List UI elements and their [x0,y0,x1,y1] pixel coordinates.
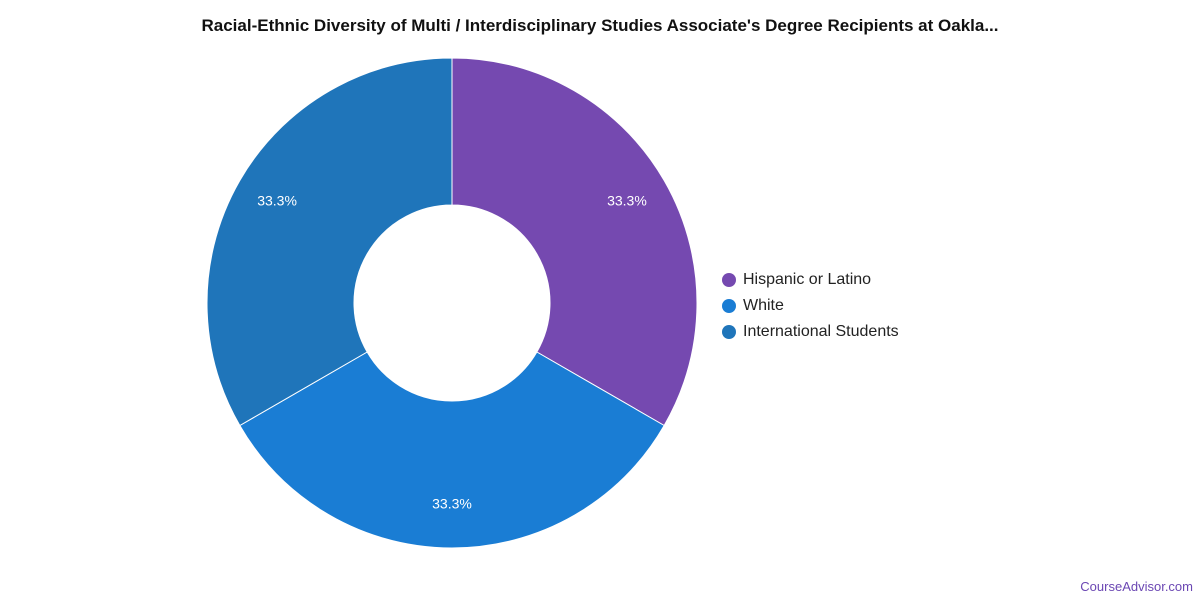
legend-label-1: White [743,297,784,314]
legend-item-2: International Students [722,319,899,345]
donut-slice-0 [451,57,698,427]
slice-value-label-1: 33.3% [432,496,472,512]
chart-title: Racial-Ethnic Diversity of Multi / Inter… [201,16,999,35]
legend-label-2: International Students [743,323,899,340]
donut-slice-2 [206,57,453,427]
donut-slice-1 [239,351,665,549]
legend-item-1: White [722,293,899,319]
legend-swatch-2 [722,325,736,339]
legend-label-0: Hispanic or Latino [743,271,872,288]
slice-value-label-2: 33.3% [257,193,297,209]
legend-item-0: Hispanic or Latino [722,267,899,293]
legend-swatch-0 [722,273,736,287]
legend-swatch-1 [722,299,736,313]
watermark-logo: CourseAdvisor.com [1080,579,1193,594]
slice-value-label-0: 33.3% [607,193,647,209]
chart-legend: Hispanic or Latino White International Stu… [722,267,899,345]
